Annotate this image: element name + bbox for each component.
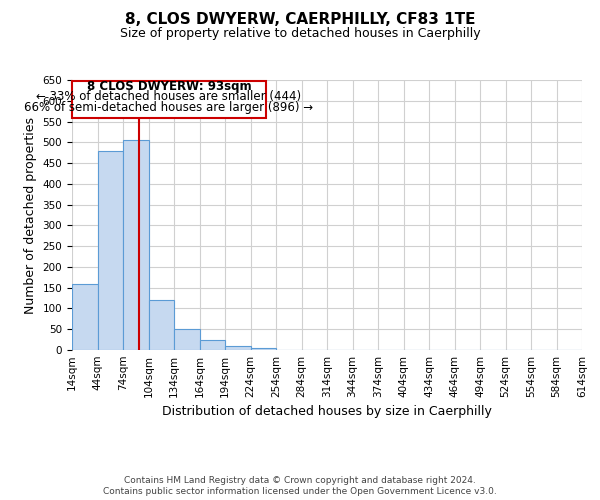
Bar [149,300,174,350]
Text: Contains public sector information licensed under the Open Government Licence v3: Contains public sector information licen… [103,488,497,496]
Bar [251,348,276,350]
Y-axis label: Number of detached properties: Number of detached properties [24,116,37,314]
Text: Contains HM Land Registry data © Crown copyright and database right 2024.: Contains HM Land Registry data © Crown c… [124,476,476,485]
Bar [199,340,225,350]
Text: ← 33% of detached houses are smaller (444): ← 33% of detached houses are smaller (44… [37,90,301,103]
FancyBboxPatch shape [72,81,266,118]
Bar [97,150,123,350]
Bar [123,140,149,350]
Bar [225,346,251,350]
Text: 8 CLOS DWYERW: 93sqm: 8 CLOS DWYERW: 93sqm [86,80,251,93]
Bar [72,284,97,350]
X-axis label: Distribution of detached houses by size in Caerphilly: Distribution of detached houses by size … [162,406,492,418]
Bar [174,329,199,350]
Text: 8, CLOS DWYERW, CAERPHILLY, CF83 1TE: 8, CLOS DWYERW, CAERPHILLY, CF83 1TE [125,12,475,28]
Text: 66% of semi-detached houses are larger (896) →: 66% of semi-detached houses are larger (… [25,100,313,114]
Text: Size of property relative to detached houses in Caerphilly: Size of property relative to detached ho… [119,28,481,40]
